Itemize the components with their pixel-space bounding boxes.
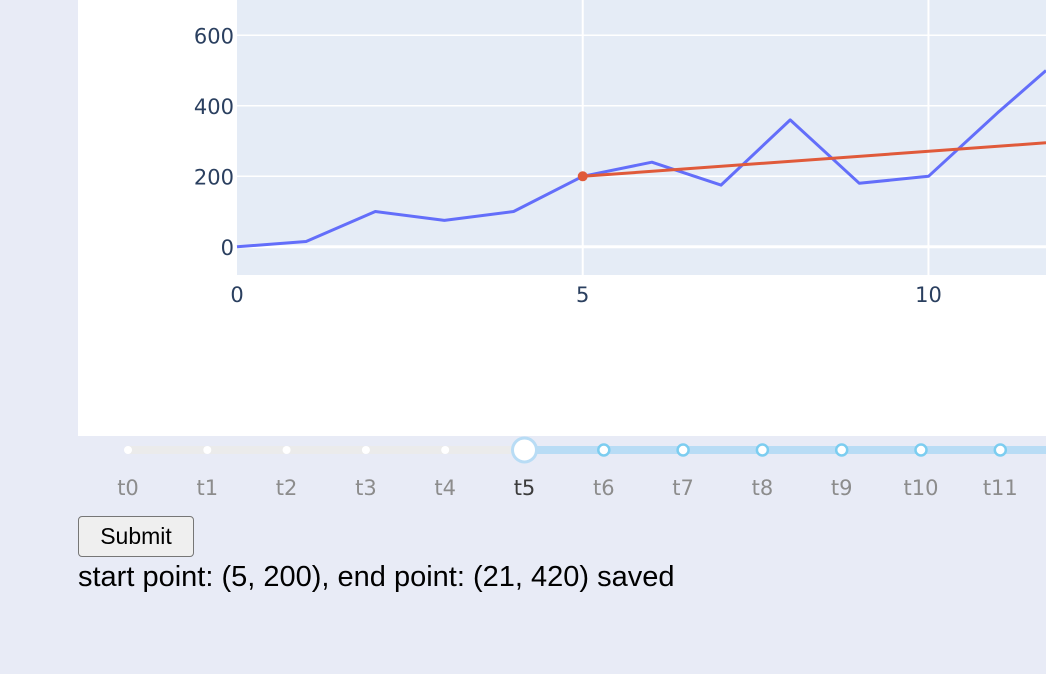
slider-step-label-t1[interactable]: t1 (196, 476, 219, 500)
slider-step-label-t11[interactable]: t11 (982, 476, 1018, 500)
slider-step-label-t0[interactable]: t0 (117, 476, 139, 500)
slider-step-label-t2[interactable]: t2 (275, 476, 298, 500)
y-tick-label-0: 0 (221, 236, 234, 260)
chart-panel: 0 5 10 0 200 400 600 (78, 0, 1046, 436)
time-slider[interactable] (0, 436, 1046, 506)
series-line-0 (236, 69, 1046, 249)
x-tick-label-1: 5 (576, 283, 589, 307)
slider-step-dot-t10[interactable] (914, 443, 928, 457)
slider-step-dot-t3[interactable] (361, 446, 370, 454)
slider-step-label-t6[interactable]: t6 (592, 476, 615, 500)
slider-handle[interactable] (511, 436, 538, 464)
slider-step-label-t3[interactable]: t3 (355, 476, 377, 500)
slider-step-dot-t11[interactable] (993, 443, 1008, 457)
submit-button[interactable]: Submit (78, 516, 194, 557)
slider-step-label-t8[interactable]: t8 (751, 476, 774, 500)
slider-step-dot-t2[interactable] (282, 446, 291, 454)
slider-step-label-t9[interactable]: t9 (830, 476, 853, 500)
y-tick-label-1: 200 (194, 165, 234, 189)
slider-step-label-t7[interactable]: t7 (672, 476, 694, 500)
start-point-marker (577, 171, 588, 182)
x-tick-label-2: 10 (915, 283, 942, 307)
slider-step-dot-t6[interactable] (597, 443, 611, 457)
plot-background (237, 0, 1046, 275)
slider-step-label-t10[interactable]: t10 (903, 476, 939, 500)
slider-step-label-t5[interactable]: t5 (513, 476, 536, 500)
slider-step-dot-t4[interactable] (441, 446, 450, 454)
slider-step-dot-t0[interactable] (124, 446, 132, 454)
slider-step-dot-t1[interactable] (203, 446, 212, 454)
status-message: start point: (5, 200), end point: (21, 4… (78, 561, 675, 593)
slider-step-label-t4[interactable]: t4 (434, 476, 456, 500)
x-tick-label-0: 0 (230, 283, 243, 307)
y-tick-label-2: 400 (194, 95, 234, 119)
slider-step-dot-t8[interactable] (755, 443, 770, 457)
slider-step-dot-t7[interactable] (676, 443, 690, 457)
y-tick-label-3: 600 (194, 24, 234, 48)
slider-step-dot-t9[interactable] (834, 443, 849, 457)
line-chart[interactable]: 0 5 10 0 200 400 600 (78, 0, 1046, 436)
series-line-1 (582, 141, 1046, 178)
